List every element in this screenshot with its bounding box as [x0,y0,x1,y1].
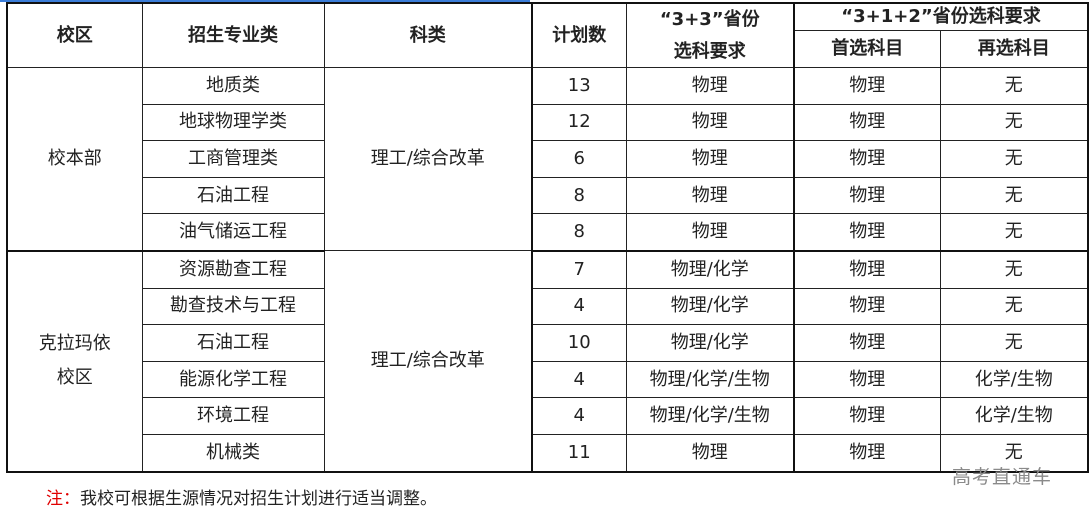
header-second: 再选科目 [939,30,1089,68]
plan-count-cell: 4 [531,397,627,435]
table-row: 石油工程 10 物理/化学 物理无 [7,324,1089,362]
category-cell: 理工/综合改革 [323,66,533,252]
watermark: 高考直通车 [952,466,1053,488]
major-cell: 地球物理学类 [141,103,325,142]
first-subject-cell: 物理 [793,250,941,289]
table-row: 机械类 11 物理 物理无 [7,433,1089,473]
table-row: 能源化学工程 4 物理/化学/生物 物理 化学/生物 [7,360,1089,399]
campus-cell: 校本部 [6,66,143,252]
major-cell: 石油工程 [141,324,325,362]
top-accent-line [0,0,530,2]
first-subject-cell: 物理 [793,287,941,326]
footnote-text: 我校可根据生源情况对招生计划进行适当调整。 [80,489,437,509]
req33-cell: 物理 [625,67,795,105]
second-subject-cell: 无 [939,140,1089,178]
header-category: 科类 [323,2,533,68]
req33-cell: 物理/化学 [625,250,795,289]
second-subject-cell: 无 [939,250,1089,289]
second-subject-cell: 化学/生物 [939,397,1089,435]
plan-count-cell: 10 [531,324,627,362]
header-req312: “3+1+2”省份选科要求 [793,2,1089,31]
category-cell: 理工/综合改革 [323,250,533,473]
major-cell: 工商管理类 [141,140,325,178]
major-cell: 石油工程 [141,176,325,215]
major-cell: 地质类 [141,67,325,105]
plan-count-cell: 12 [531,103,627,142]
second-subject-cell: 无 [939,103,1089,142]
campus-name-line1: 校本部 [47,147,102,169]
second-subject-cell: 无 [939,67,1089,105]
plan-count-cell: 6 [531,140,627,178]
campus-name-line1: 克拉玛依 [38,333,111,355]
header-first: 首选科目 [793,30,941,68]
campus-cell: 克拉玛依 校区 [6,250,143,473]
first-subject-cell: 物理 [793,324,941,362]
req33-cell: 物理/化学/生物 [625,397,795,435]
header-req33: “3+3”省份 选科要求 [625,2,795,68]
first-subject-cell: 物理 [793,67,941,105]
major-cell: 资源勘查工程 [141,250,325,289]
second-subject-cell: 无 [939,324,1089,362]
table-row: 油气储运工程 8 物理 物理无 [7,213,1089,252]
second-subject-cell: 化学/生物 [939,360,1089,399]
plan-count-cell: 4 [531,360,627,399]
major-cell: 能源化学工程 [141,360,325,399]
first-subject-cell: 物理 [793,213,941,252]
table-row: 石油工程 8 物理 物理无 [7,176,1089,215]
major-cell: 油气储运工程 [141,213,325,252]
first-subject-cell: 物理 [793,433,941,473]
plan-count-cell: 11 [531,433,627,473]
second-subject-cell: 无 [939,287,1089,326]
first-subject-cell: 物理 [793,103,941,142]
campus-name-line2: 校区 [56,367,93,389]
table-row: 地球物理学类 12 物理 物理无 [7,103,1089,142]
first-subject-cell: 物理 [793,397,941,435]
table-row: 克拉玛依 校区 资源勘查工程 理工/综合改革 7 物理/化学 物理无 [6,250,1089,473]
footnote: 注：我校可根据生源情况对招生计划进行适当调整。 [46,484,437,509]
first-subject-cell: 物理 [793,176,941,215]
header-plan: 计划数 [531,2,627,68]
req33-cell: 物理 [625,140,795,178]
plan-count-cell: 8 [531,213,627,252]
plan-count-cell: 4 [531,287,627,326]
req33-cell: 物理 [625,103,795,142]
req33-cell: 物理/化学 [625,324,795,362]
table-row: 校本部 地质类 理工/综合改革 13 物理 物理无 [6,66,1089,252]
table-row: 环境工程 4 物理/化学/生物 物理 化学/生物 [7,397,1089,435]
major-cell: 勘查技术与工程 [141,287,325,326]
major-cell: 机械类 [141,433,325,473]
req33-cell: 物理/化学 [625,287,795,326]
plan-count-cell: 13 [531,67,627,105]
req33-cell: 物理 [625,213,795,252]
table-row: 工商管理类 6 物理 物理无 [7,140,1089,178]
header-req33-line1: “3+3”省份 [659,8,760,30]
second-subject-cell: 无 [939,433,1089,473]
second-subject-cell: 无 [939,176,1089,215]
footnote-prefix: 注： [46,489,80,509]
plan-count-cell: 7 [531,250,627,289]
header-req33-line2: 选科要求 [673,40,746,62]
first-subject-cell: 物理 [793,360,941,399]
plan-count-cell: 8 [531,176,627,215]
second-subject-cell: 无 [939,213,1089,252]
major-cell: 环境工程 [141,397,325,435]
table-row: 勘查技术与工程 4 物理/化学 物理无 [7,287,1089,326]
header-campus: 校区 [6,2,143,68]
req33-cell: 物理/化学/生物 [625,360,795,399]
header-major: 招生专业类 [141,2,325,68]
req33-cell: 物理 [625,433,795,473]
admission-plan-table: 校区 招生专业类 科类 计划数 “3+3”省份 选科要求 “3+1+2”省份选科要… [6,2,1089,473]
first-subject-cell: 物理 [793,140,941,178]
req33-cell: 物理 [625,176,795,215]
